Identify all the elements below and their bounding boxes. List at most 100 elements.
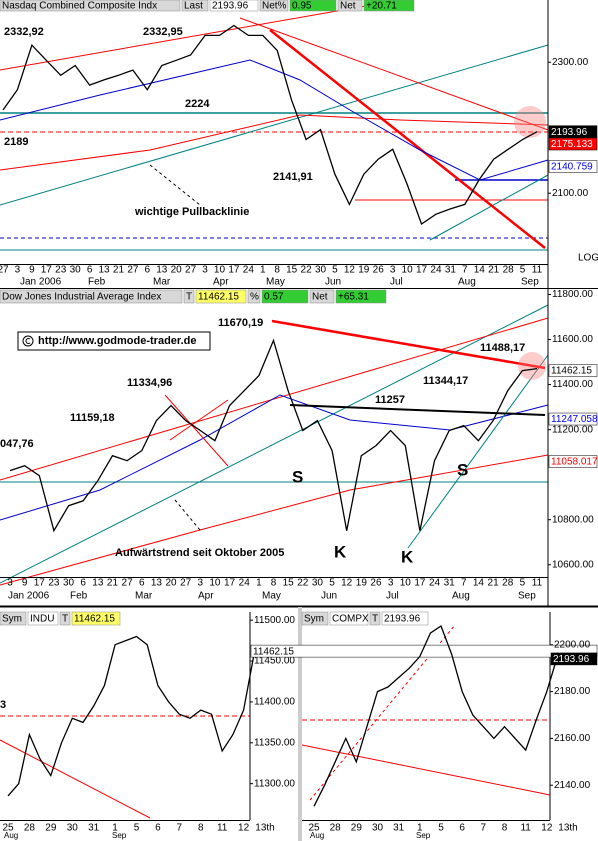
moving-average bbox=[0, 454, 549, 586]
x-tick-label: 17 bbox=[228, 265, 240, 276]
x-tick-label: 11 bbox=[532, 578, 543, 589]
annotation: S bbox=[457, 460, 468, 479]
header-text: T bbox=[372, 614, 378, 625]
trend-line bbox=[301, 744, 551, 796]
header-cell bbox=[259, 0, 289, 12]
x-tick-label: 3 bbox=[388, 578, 394, 589]
x-tick-label: 30 bbox=[67, 823, 79, 834]
x-tick-label: 7 bbox=[481, 823, 487, 834]
x-tick-label: 24 bbox=[429, 578, 441, 589]
trend-line bbox=[174, 499, 201, 531]
header-text: Net bbox=[312, 292, 328, 303]
header-text: +20.71 bbox=[366, 1, 397, 12]
y-tick-label: 2140.00 bbox=[554, 780, 591, 791]
x-tick-label: 17 bbox=[41, 265, 53, 276]
x-tick-label: 1 bbox=[112, 823, 118, 834]
y-tick-label: 2160.00 bbox=[554, 733, 591, 744]
annotation: 11334,96 bbox=[127, 377, 172, 389]
y-tick-label: 2200.00 bbox=[554, 639, 591, 650]
annotation: LOG bbox=[578, 253, 598, 264]
x-tick-label: 28 bbox=[24, 823, 36, 834]
trend-line bbox=[239, 17, 549, 131]
trend-line bbox=[0, 304, 549, 584]
header-text: Nasdaq Combined Composite Indx bbox=[2, 1, 157, 12]
header-text: +65.31 bbox=[338, 292, 369, 303]
copyright-icon bbox=[22, 335, 34, 347]
month-label: Sep bbox=[518, 591, 536, 602]
x-tick-label: 6 bbox=[87, 265, 93, 276]
x-tick-label: 15 bbox=[286, 265, 298, 276]
header-text: % bbox=[250, 292, 259, 303]
header-text: 0.57 bbox=[264, 292, 284, 303]
header-text: 11462.15 bbox=[74, 614, 115, 625]
moving-average bbox=[0, 59, 549, 181]
x-tick-label: 6 bbox=[145, 265, 151, 276]
highlight-circle bbox=[518, 352, 546, 380]
header-cell bbox=[183, 289, 195, 304]
x-tick-label: 24 bbox=[239, 578, 251, 589]
x-tick-label: 28 bbox=[330, 823, 342, 834]
header-text: 0.95 bbox=[292, 1, 312, 12]
annotation: K bbox=[401, 547, 414, 566]
x-tick-label: 11 bbox=[532, 265, 543, 276]
trend-line bbox=[149, 164, 201, 206]
month-label: Aug bbox=[310, 831, 324, 840]
header-cell bbox=[59, 611, 71, 626]
x-tick-label: 24 bbox=[430, 265, 442, 276]
x-tick-label: 12 bbox=[238, 823, 250, 834]
panel-gap bbox=[298, 607, 302, 841]
month-label: Sep bbox=[112, 831, 127, 840]
x-tick-label: 8 bbox=[271, 578, 277, 589]
header-cell bbox=[0, 611, 27, 626]
price-tag-label: 2193.96 bbox=[551, 127, 588, 138]
month-label: Aug bbox=[458, 277, 476, 288]
x-tick-label: 10 bbox=[209, 578, 221, 589]
x-tick-label: 3 bbox=[202, 265, 208, 276]
x-tick-label: 29 bbox=[45, 823, 57, 834]
header-cell bbox=[369, 611, 381, 626]
y-tick-label: 2100.00 bbox=[552, 188, 589, 199]
x-tick-label: 6 bbox=[155, 823, 161, 834]
month-label: Feb bbox=[88, 277, 106, 288]
x-tick-label: 5 bbox=[134, 823, 140, 834]
price-line bbox=[2, 24, 538, 226]
header-cell bbox=[335, 289, 387, 304]
header-cell bbox=[309, 289, 335, 304]
x-tick-label: 20 bbox=[171, 265, 183, 276]
x-tick-label: 25 bbox=[308, 823, 320, 834]
x-tick-label: 17 bbox=[416, 265, 428, 276]
x-tick-label: 5 bbox=[438, 823, 444, 834]
trend-line bbox=[269, 29, 546, 249]
highlight-circle bbox=[514, 106, 546, 138]
x-tick-label: 13 bbox=[156, 265, 168, 276]
x-tick-label: 29 bbox=[351, 823, 363, 834]
header-cell bbox=[0, 0, 181, 12]
x-tick-label: 13 bbox=[92, 578, 104, 589]
x-tick-label: 1 bbox=[417, 823, 423, 834]
x-tick-label: 28 bbox=[502, 578, 514, 589]
y-tick-label: 10600.00 bbox=[552, 559, 594, 570]
price-line bbox=[7, 635, 255, 797]
x-tick-label: 24 bbox=[243, 265, 255, 276]
price-tag bbox=[548, 364, 598, 377]
month-label: May bbox=[266, 277, 285, 288]
x-tick-label: 14 bbox=[474, 265, 486, 276]
x-tick-label: 9 bbox=[29, 265, 35, 276]
x-tick-label: 30 bbox=[70, 265, 82, 276]
x-tick-label: 21 bbox=[488, 578, 500, 589]
x-tick-label: 5 bbox=[520, 265, 526, 276]
x-tick-label: 26 bbox=[373, 265, 385, 276]
trend-line bbox=[309, 624, 456, 801]
y-tick-label: 2180.00 bbox=[554, 686, 591, 697]
x-tick-label: 6 bbox=[459, 823, 465, 834]
month-label: Mar bbox=[135, 591, 153, 602]
price-tag-label: 2140.759 bbox=[551, 162, 593, 173]
x-tick-label: 21 bbox=[113, 265, 125, 276]
header-cell bbox=[209, 0, 259, 12]
x-tick-label: 15 bbox=[283, 578, 295, 589]
x-tick-label: 22 bbox=[301, 265, 313, 276]
header-text: Sym bbox=[2, 614, 22, 625]
header-text: Net% bbox=[262, 1, 287, 12]
x-tick-label: 5 bbox=[332, 265, 338, 276]
